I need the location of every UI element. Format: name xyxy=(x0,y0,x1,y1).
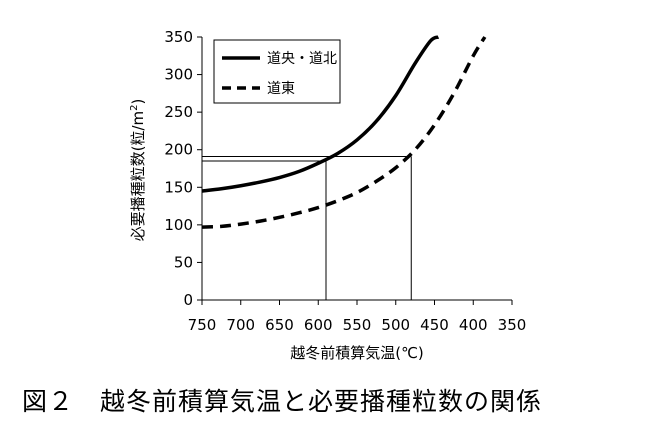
legend-label-0: 道央・道北 xyxy=(267,51,337,67)
y-axis-title-end: ) xyxy=(129,99,147,105)
y-axis-title-main: 必要播種粒数(粒/m xyxy=(129,111,147,242)
y-axis-title: 必要播種粒数(粒/m2) xyxy=(129,99,147,242)
y-axis-ticks: 0 50 100 150 200 250 300 350 xyxy=(164,28,202,309)
x-axis-title: 越冬前積算気温(℃) xyxy=(290,344,424,362)
x-tick-label: 400 xyxy=(459,316,488,334)
y-axis-title-superscript: 2 xyxy=(129,104,140,110)
x-tick-label: 550 xyxy=(343,316,372,334)
x-tick-label: 350 xyxy=(498,316,527,334)
series-line-0 xyxy=(201,35,440,193)
y-tick-label: 0 xyxy=(183,291,193,309)
x-tick-label: 700 xyxy=(226,316,255,334)
y-tick-label: 50 xyxy=(174,253,193,271)
x-tick-label: 750 xyxy=(188,316,217,334)
x-tick-label: 450 xyxy=(420,316,449,334)
figure-caption: 図２ 越冬前積算気温と必要播種粒数の関係 xyxy=(22,387,543,416)
y-tick-label: 250 xyxy=(164,103,193,121)
x-axis-ticks: 750 700 650 600 550 500 450 400 350 xyxy=(188,300,527,334)
series-lines xyxy=(201,35,487,229)
reference-lines xyxy=(202,155,412,300)
x-tick-label: 650 xyxy=(265,316,294,334)
y-tick-label: 150 xyxy=(164,178,193,196)
x-tick-label: 500 xyxy=(381,316,410,334)
legend-label-1: 道東 xyxy=(267,81,295,97)
y-tick-label: 350 xyxy=(164,28,193,46)
y-tick-label: 200 xyxy=(164,141,193,159)
y-tick-label: 100 xyxy=(164,216,193,234)
x-tick-label: 600 xyxy=(304,316,333,334)
legend-box xyxy=(213,39,341,104)
series-line-1 xyxy=(201,36,487,229)
legend: 道央・道北 道東 xyxy=(213,39,341,104)
y-tick-label: 300 xyxy=(164,66,193,84)
